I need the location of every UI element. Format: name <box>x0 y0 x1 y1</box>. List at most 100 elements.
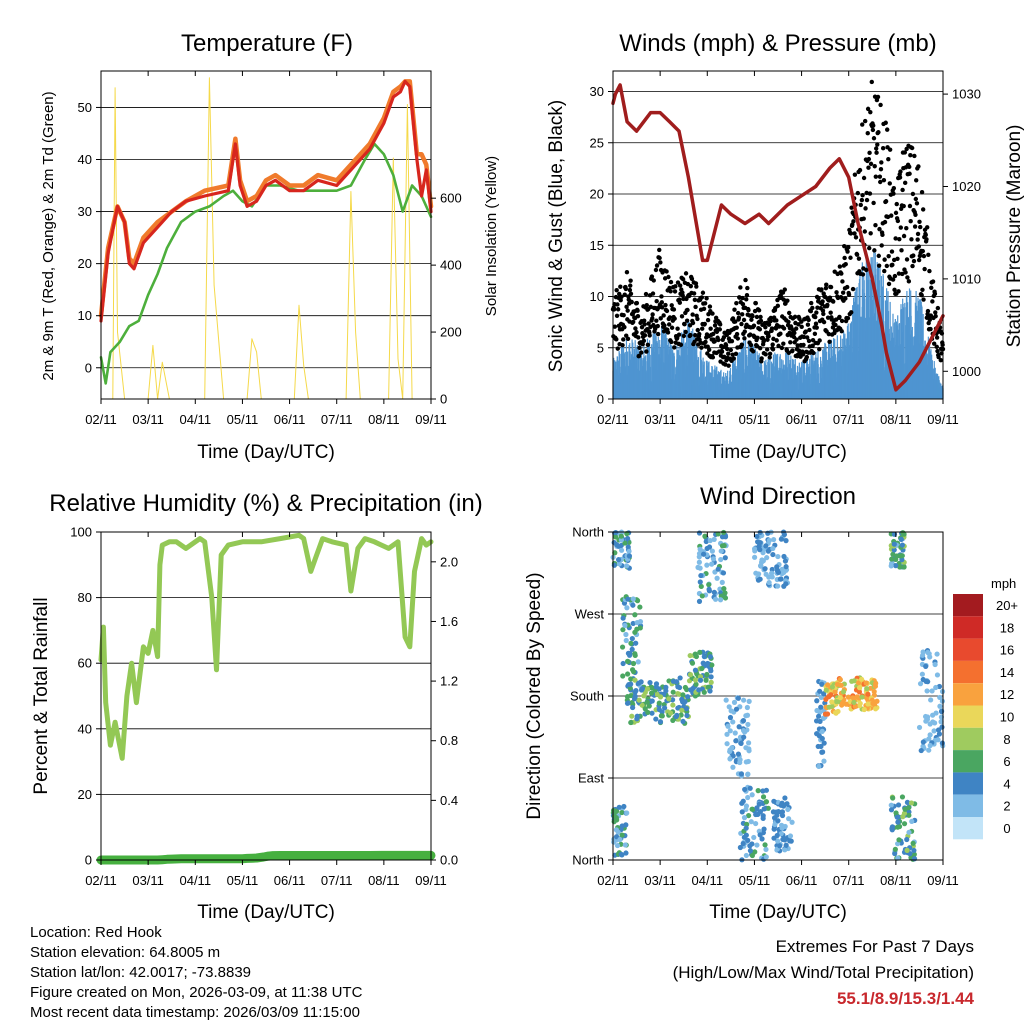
gust-point <box>810 343 815 348</box>
wind-direction-point <box>749 792 755 798</box>
wind-direction-point <box>895 819 901 825</box>
wind-direction-point <box>630 620 636 627</box>
winds-y2label: Station Pressure (Maroon) <box>1004 125 1024 348</box>
gust-point <box>683 329 688 335</box>
gust-point <box>850 286 856 292</box>
wind-direction-point <box>752 554 758 560</box>
gust-point <box>658 316 663 321</box>
wind-direction-point <box>769 566 775 573</box>
wind-direction-point <box>724 741 730 747</box>
gust-point <box>804 335 810 340</box>
gust-point <box>805 322 811 327</box>
gust-point <box>642 318 647 323</box>
data-timestamp: Most recent data timestamp: 2026/03/09 1… <box>30 1004 360 1021</box>
wind-direction-point <box>625 650 632 656</box>
y-tick-label: 0 <box>85 853 92 868</box>
humidity-panel: Relative Humidity (%) & Precipitation (i… <box>31 490 483 923</box>
gust-point <box>828 310 833 315</box>
wind-direction-point <box>861 706 867 713</box>
wind-direction-point <box>934 651 940 657</box>
gust-point <box>871 200 876 206</box>
wind-direction-point <box>829 699 835 705</box>
gust-point <box>688 332 693 338</box>
gust-point <box>864 197 870 203</box>
station-info: Location: Red Hook Station elevation: 64… <box>30 923 362 1023</box>
gust-point <box>801 342 806 348</box>
wind-direction-point <box>616 561 623 567</box>
wind-direction-point <box>743 825 749 831</box>
gust-point <box>912 224 918 229</box>
gust-point <box>680 293 685 298</box>
gust-point <box>895 218 901 224</box>
wind-direction-point <box>926 747 932 753</box>
gust-point <box>871 123 876 128</box>
gust-point <box>677 300 683 305</box>
wind-direction-point <box>711 589 717 595</box>
wind-direction-point <box>729 745 735 751</box>
wind-direction-point <box>697 677 704 683</box>
wind-direction-point <box>653 684 659 690</box>
gust-point <box>785 298 790 303</box>
gust-point <box>728 347 734 353</box>
wind-direction-point <box>620 627 626 633</box>
y2-tick-label: 1020 <box>952 179 981 194</box>
gust-point <box>806 338 812 344</box>
x-tick-label: 09/11 <box>415 873 447 888</box>
gust-point <box>620 342 625 348</box>
gust-point <box>700 290 706 295</box>
gust-point <box>815 305 820 310</box>
wind-direction-point <box>637 619 644 625</box>
colorbar-label: 14 <box>1000 665 1014 680</box>
gust-point <box>882 268 887 274</box>
gust-point <box>819 287 824 292</box>
gust-point <box>935 305 941 311</box>
gust-point <box>677 283 683 288</box>
wind-direction-point <box>699 665 705 672</box>
gust-point <box>877 174 883 179</box>
wind-direction-point <box>614 817 620 823</box>
wind-direction-point <box>753 820 759 827</box>
x-tick-label: 08/11 <box>368 873 400 888</box>
gust-point <box>672 345 677 350</box>
wind-direction-point <box>787 838 793 844</box>
gust-point <box>688 283 694 289</box>
wind-direction-point <box>696 554 702 560</box>
gust-point <box>710 355 716 360</box>
wind-direction-point <box>779 810 785 816</box>
gust-point <box>825 315 831 320</box>
wind-direction-point <box>692 677 699 683</box>
gust-point <box>649 274 655 279</box>
wind-direction-point <box>699 593 705 599</box>
y-tick-label: 100 <box>70 525 92 540</box>
wind-direction-point <box>771 835 777 841</box>
gust-point <box>690 320 696 326</box>
gust-point <box>907 171 912 176</box>
wind-direction-point <box>823 696 829 703</box>
gust-point <box>735 336 741 341</box>
gust-point <box>654 298 659 304</box>
y-tick-label: 40 <box>78 152 92 167</box>
wind-direction-point <box>696 559 702 565</box>
gust-point <box>896 271 902 276</box>
gust-point <box>662 276 668 281</box>
wind-direction-point <box>746 740 752 746</box>
gust-point <box>640 341 645 347</box>
wind-direction-point <box>738 771 745 777</box>
wind-direction-point <box>697 649 703 655</box>
wind-direction-point <box>777 576 783 582</box>
gust-point <box>933 310 938 315</box>
wind-direction-point <box>709 548 715 554</box>
wind-direction-point <box>849 678 855 684</box>
gust-point <box>860 272 866 277</box>
gust-point <box>902 150 908 155</box>
wind-direction-point <box>741 734 747 740</box>
wind-direction-point <box>628 692 634 699</box>
gust-point <box>619 294 624 300</box>
wind-direction-point <box>743 745 749 751</box>
gust-point <box>915 237 920 242</box>
y-tick-label: West <box>575 607 605 622</box>
wind-direction-point <box>927 742 933 749</box>
gust-point <box>786 319 791 325</box>
gust-point <box>637 345 642 351</box>
gust-point <box>916 244 921 249</box>
